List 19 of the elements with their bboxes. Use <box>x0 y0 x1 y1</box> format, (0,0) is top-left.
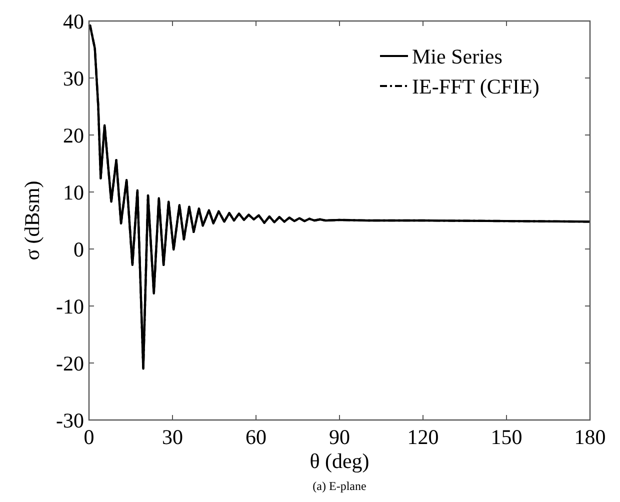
text: (a) E-plane <box>312 479 366 493</box>
x-tick-label: 30 <box>162 425 183 449</box>
x-tick-label: 60 <box>246 425 266 449</box>
x-tick-label: 90 <box>329 425 350 449</box>
legend-label: IE-FFT (CFIE) <box>412 74 540 98</box>
y-tick-label: 0 <box>74 237 84 262</box>
y-tick-label: 10 <box>63 180 84 204</box>
y-tick-label: 40 <box>63 9 84 34</box>
y-tick-label: 30 <box>63 66 84 90</box>
y-tick-label: -20 <box>56 351 84 376</box>
y-axis-title: σ (dBsm) <box>20 180 44 260</box>
legend-label: Mie Series <box>412 44 502 68</box>
y-tick-label: -10 <box>56 294 84 318</box>
y-tick-label: -30 <box>56 408 84 432</box>
x-tick-label: 180 <box>574 425 606 449</box>
x-axis-title: θ (deg) <box>310 449 370 473</box>
x-tick-label: 150 <box>490 425 522 449</box>
x-tick-label: 120 <box>407 425 439 449</box>
y-tick-label: 20 <box>63 123 84 148</box>
